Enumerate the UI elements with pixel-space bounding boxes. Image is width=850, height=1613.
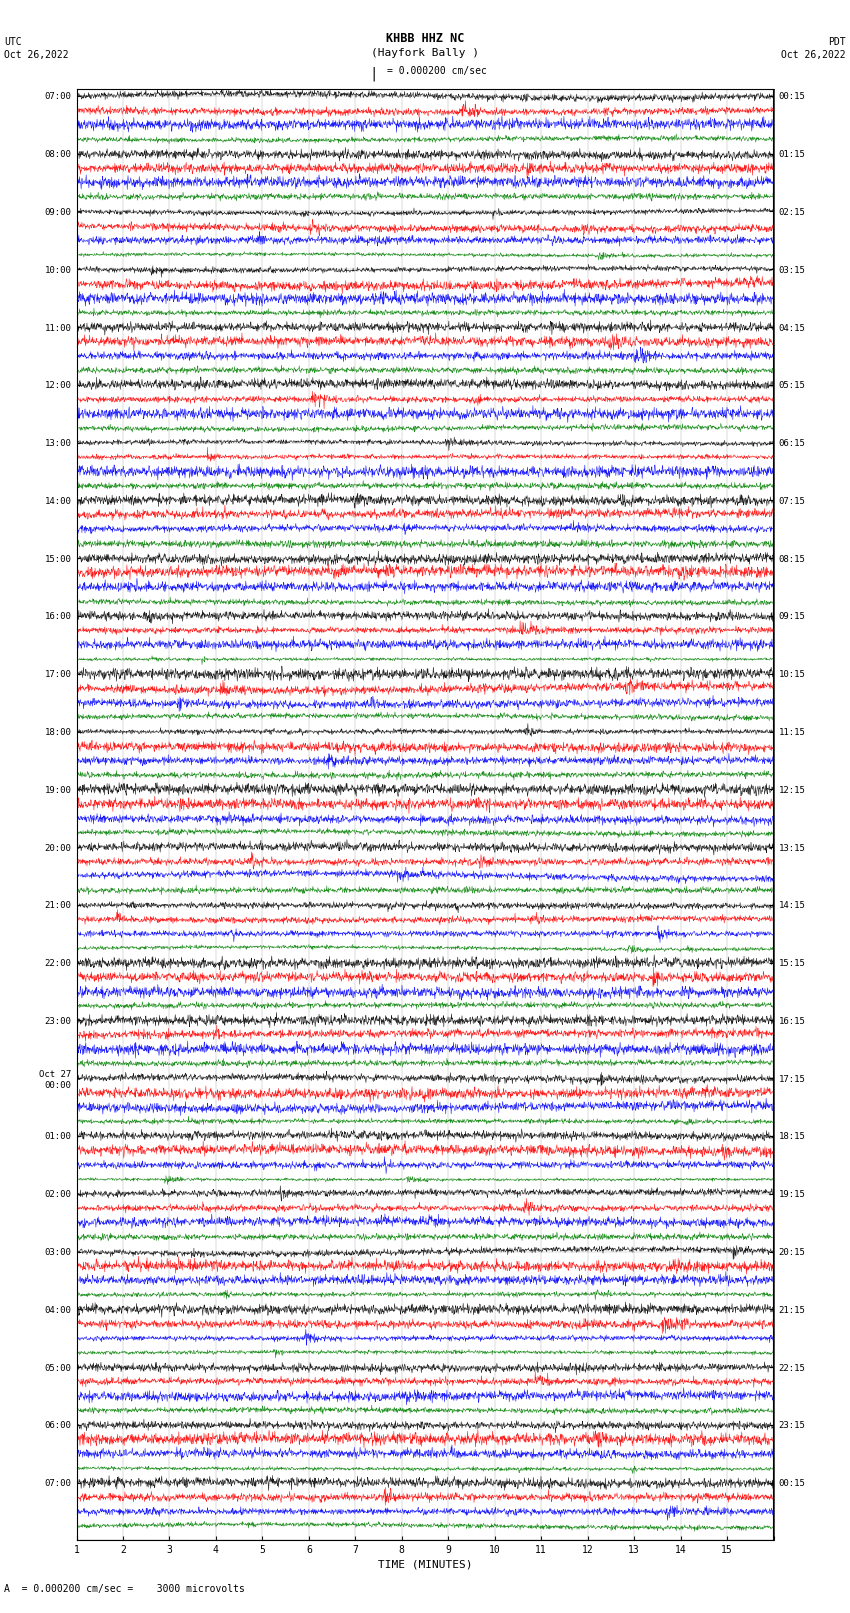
Text: |: | [370,66,378,81]
Text: KHBB HHZ NC: KHBB HHZ NC [386,32,464,45]
Text: (Hayfork Bally ): (Hayfork Bally ) [371,48,479,58]
Text: Oct 26,2022: Oct 26,2022 [781,50,846,60]
X-axis label: TIME (MINUTES): TIME (MINUTES) [377,1560,473,1569]
Text: PDT: PDT [828,37,846,47]
Text: A  = 0.000200 cm/sec =    3000 microvolts: A = 0.000200 cm/sec = 3000 microvolts [4,1584,245,1594]
Text: UTC: UTC [4,37,22,47]
Text: Oct 26,2022: Oct 26,2022 [4,50,69,60]
Text: = 0.000200 cm/sec: = 0.000200 cm/sec [387,66,486,76]
